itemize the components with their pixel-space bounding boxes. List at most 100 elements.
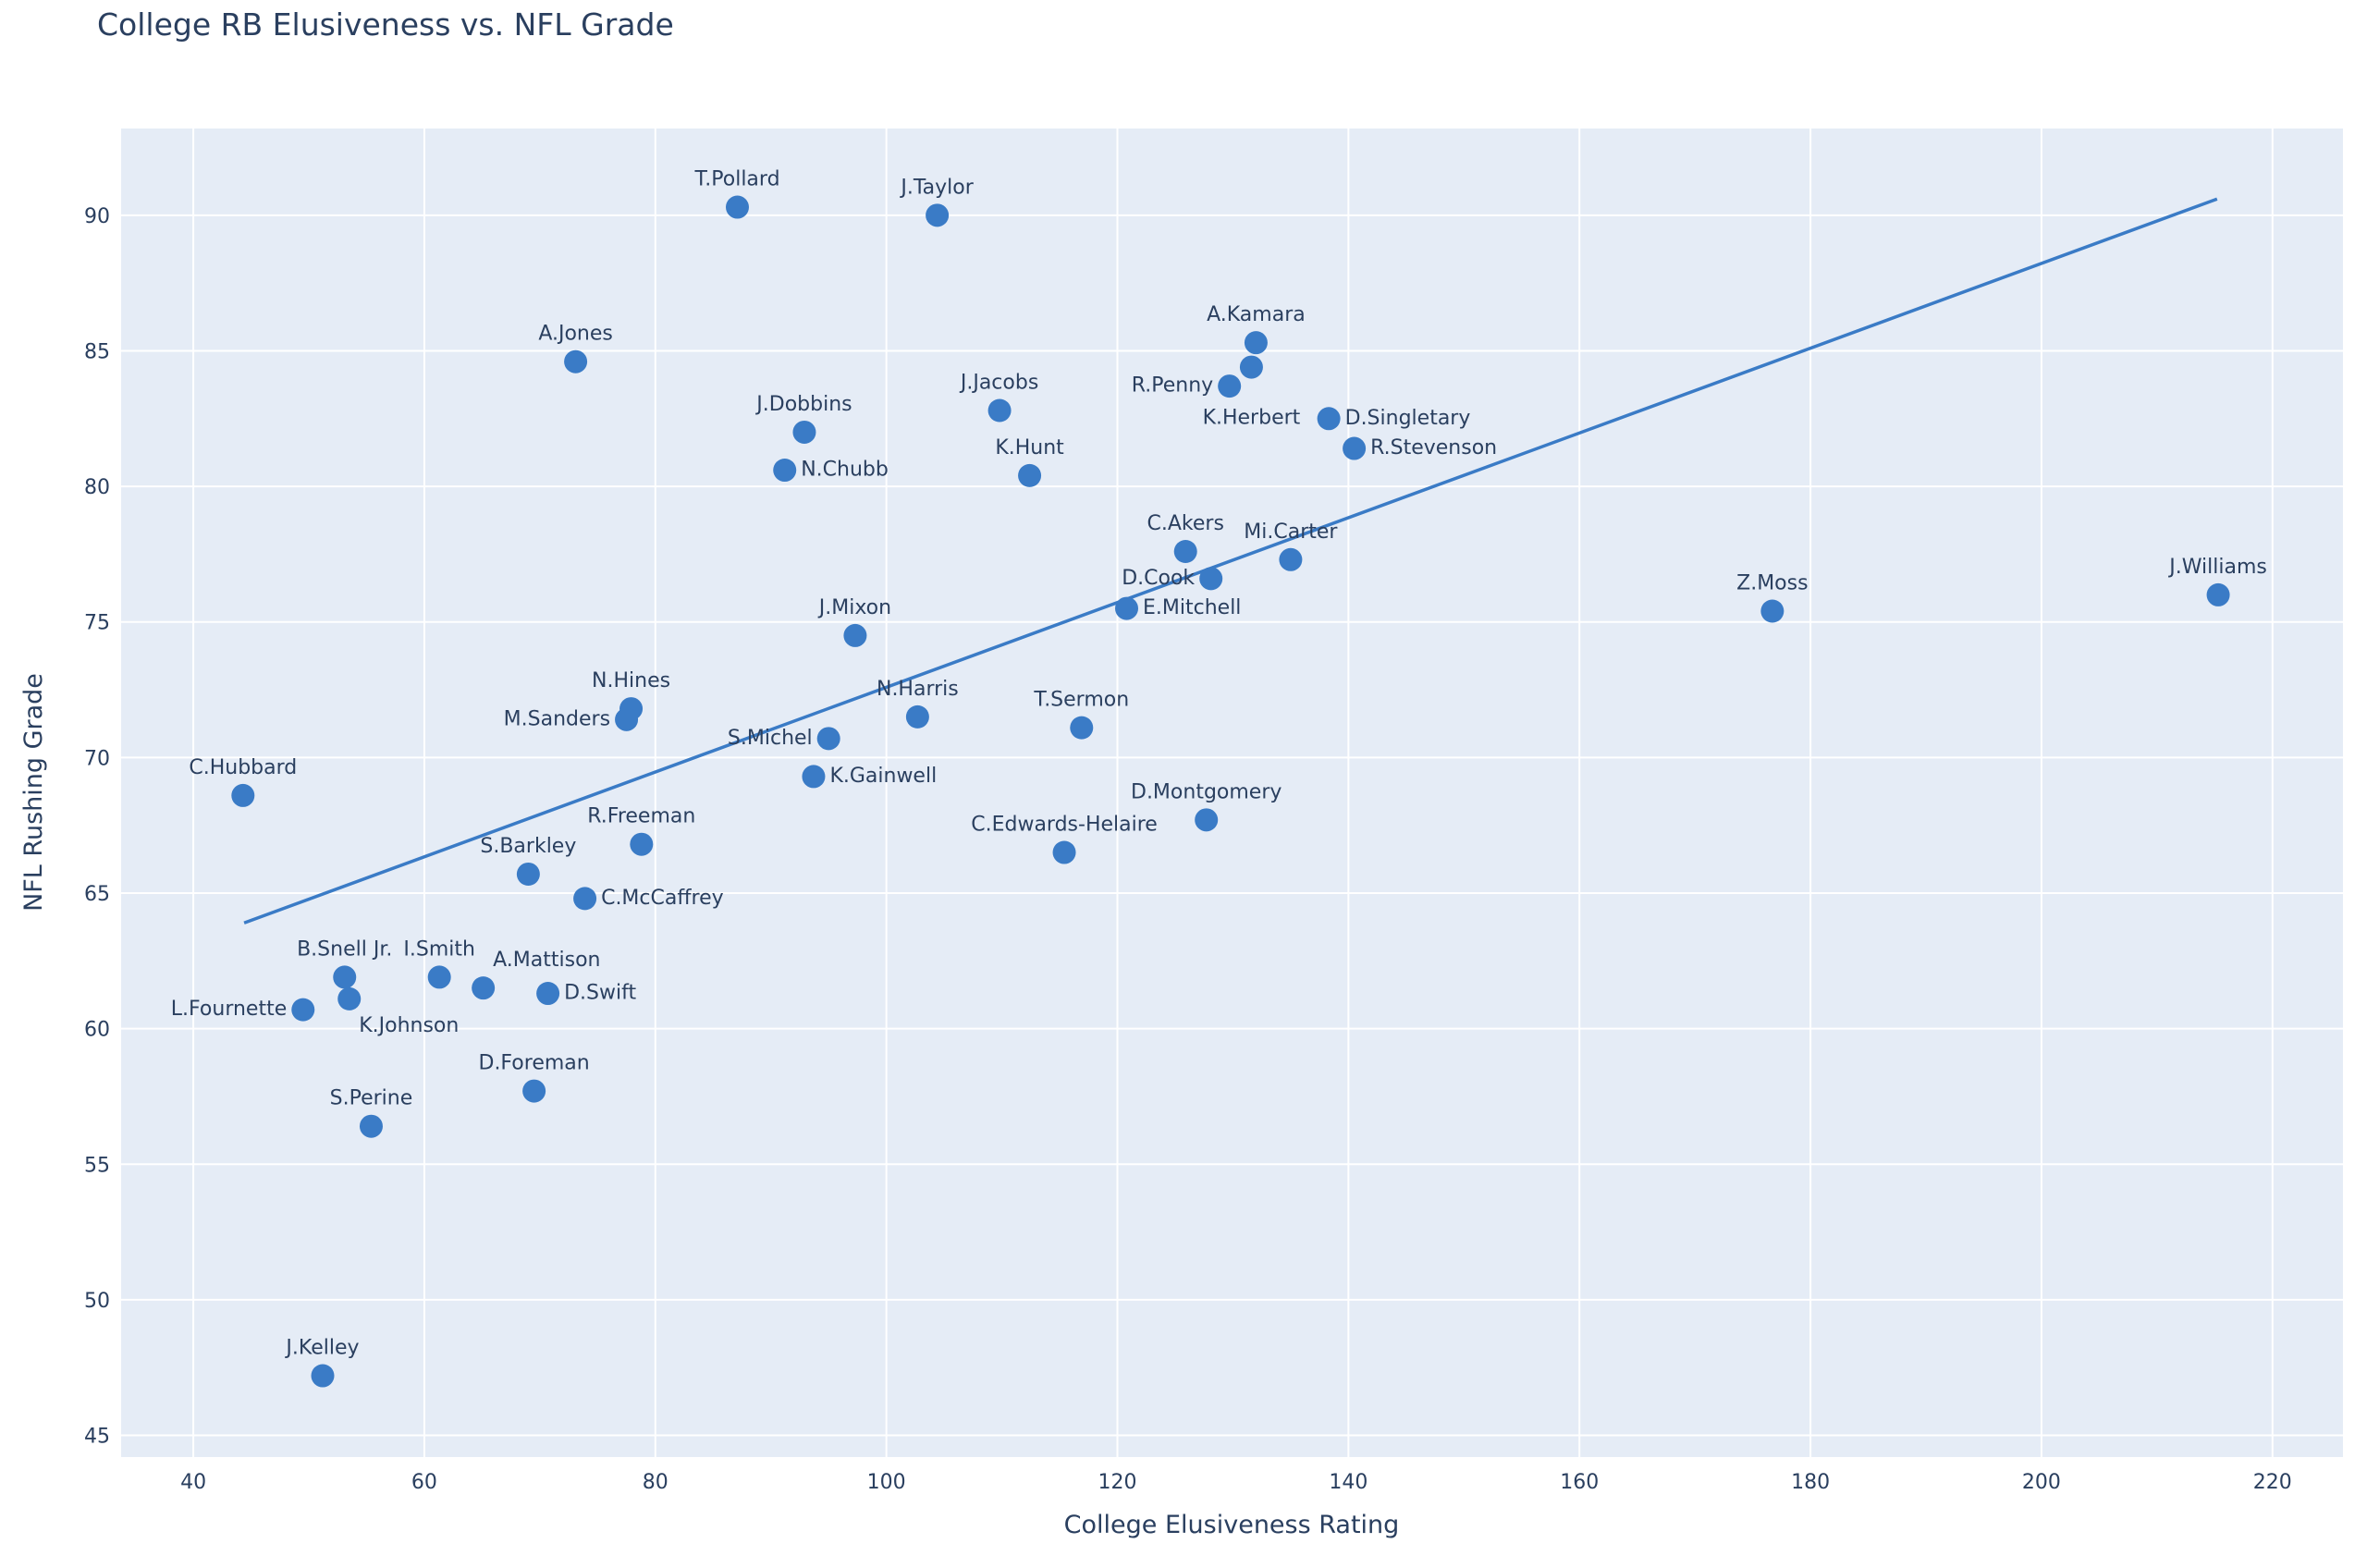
data-point[interactable]	[987, 398, 1012, 423]
point-label: K.Hunt	[995, 436, 1064, 459]
point-label: A.Jones	[538, 323, 613, 346]
point-label: E.Mitchell	[1143, 596, 1241, 619]
data-point[interactable]	[564, 349, 588, 374]
x-tick-label: 200	[2022, 1471, 2061, 1494]
data-point[interactable]	[522, 1079, 546, 1103]
data-point[interactable]	[1018, 463, 1042, 487]
point-label: K.Gainwell	[829, 765, 937, 788]
data-point[interactable]	[615, 707, 639, 731]
data-point[interactable]	[725, 195, 749, 219]
data-point[interactable]	[802, 765, 826, 789]
data-point[interactable]	[1070, 716, 1094, 740]
x-tick-label: 160	[1560, 1471, 1599, 1494]
point-label: N.Chubb	[801, 459, 889, 482]
data-point[interactable]	[472, 976, 496, 1000]
data-point[interactable]	[1195, 808, 1219, 832]
point-label: D.Swift	[564, 982, 636, 1005]
data-point[interactable]	[231, 783, 255, 807]
data-point[interactable]	[573, 887, 597, 911]
point-label: S.Michel	[728, 727, 813, 750]
y-tick-label: 75	[84, 612, 110, 635]
x-tick-label: 220	[2253, 1471, 2292, 1494]
x-tick-label: 80	[643, 1471, 668, 1494]
y-tick-label: 85	[84, 340, 110, 363]
data-point[interactable]	[1052, 840, 1076, 864]
trendline-group	[243, 197, 2218, 925]
data-point[interactable]	[926, 203, 950, 227]
x-tick-label: 100	[867, 1471, 906, 1494]
data-point[interactable]	[905, 704, 929, 729]
point-label: I.Smith	[403, 937, 475, 961]
point-label: N.Harris	[877, 678, 959, 701]
point-label: Z.Moss	[1736, 572, 1808, 595]
data-point[interactable]	[337, 986, 362, 1011]
y-tick-label: 65	[84, 883, 110, 906]
point-label: L.Fournette	[171, 998, 287, 1021]
data-point[interactable]	[1343, 436, 1367, 460]
point-label: T.Pollard	[693, 168, 779, 191]
point-label: S.Barkley	[480, 835, 576, 858]
point-label: B.Snell Jr.	[297, 937, 392, 961]
point-label: D.Singletary	[1345, 407, 1471, 430]
point-label: M.Sanders	[504, 707, 610, 730]
data-point[interactable]	[536, 982, 560, 1006]
x-tick-label: 140	[1329, 1471, 1367, 1494]
point-label: D.Cook	[1122, 567, 1195, 590]
x-tick-label: 120	[1098, 1471, 1137, 1494]
chart-title: College RB Elusiveness vs. NFL Grade	[97, 6, 674, 43]
point-label: Mi.Carter	[1244, 521, 1338, 544]
point-label: J.Taylor	[899, 176, 974, 199]
point-label: J.Jacobs	[959, 371, 1038, 394]
data-point[interactable]	[2206, 582, 2230, 606]
data-point[interactable]	[1115, 596, 1139, 620]
y-tick-label: 50	[84, 1290, 110, 1313]
y-tick-label: 80	[84, 476, 110, 499]
data-point[interactable]	[773, 459, 797, 483]
point-label: C.Hubbard	[189, 756, 297, 779]
data-point[interactable]	[1244, 331, 1268, 355]
point-label: J.Kelley	[284, 1337, 359, 1360]
point-label: K.Johnson	[359, 1014, 459, 1037]
point-label: S.Perine	[330, 1087, 413, 1110]
x-tick-label: 60	[411, 1471, 437, 1494]
data-point[interactable]	[1760, 599, 1784, 623]
y-tick-label: 55	[84, 1154, 110, 1177]
x-axis-title: College Elusiveness Rating	[1064, 1511, 1400, 1539]
data-point[interactable]	[291, 998, 315, 1022]
data-point[interactable]	[1279, 547, 1303, 571]
data-point[interactable]	[333, 965, 357, 989]
y-tick-label: 60	[84, 1019, 110, 1042]
data-point[interactable]	[1199, 567, 1223, 591]
y-tick-label: 45	[84, 1426, 110, 1449]
point-label: N.Hines	[592, 669, 670, 692]
point-labels-group: T.Pollard J.Taylor A.Jones J.Dobbins N.Chubb…	[171, 168, 2267, 1360]
tick-labels: 40 60 80 100 120 140 160 180 200 220 45 50 55 60 65 70 7…	[84, 205, 2292, 1494]
y-axis-title: NFL Rushing Grade	[19, 673, 48, 912]
data-point[interactable]	[843, 623, 867, 647]
y-tick-label: 70	[84, 747, 110, 770]
point-label: C.Akers	[1147, 512, 1224, 535]
data-point[interactable]	[792, 420, 816, 444]
point-label: D.Montgomery	[1131, 780, 1282, 803]
data-point[interactable]	[630, 832, 654, 856]
point-label: D.Foreman	[479, 1052, 590, 1075]
data-point[interactable]	[311, 1364, 335, 1388]
data-point[interactable]	[1239, 355, 1263, 379]
point-label: J.Mixon	[817, 596, 891, 619]
point-label: C.McCaffrey	[601, 887, 724, 910]
data-point[interactable]	[427, 965, 451, 989]
x-tick-label: 40	[180, 1471, 206, 1494]
data-point[interactable]	[816, 727, 840, 751]
point-label: R.Freeman	[587, 805, 695, 828]
data-point[interactable]	[1317, 407, 1341, 431]
data-point[interactable]	[516, 862, 540, 886]
data-point[interactable]	[1218, 374, 1242, 398]
gridlines	[121, 129, 2343, 1457]
point-label: K.Herbert	[1203, 407, 1301, 430]
data-point[interactable]	[1173, 539, 1197, 563]
point-label: A.Mattison	[493, 949, 600, 972]
point-label: A.Kamara	[1207, 303, 1306, 326]
data-point[interactable]	[359, 1114, 383, 1138]
point-label: R.Penny	[1132, 374, 1213, 398]
